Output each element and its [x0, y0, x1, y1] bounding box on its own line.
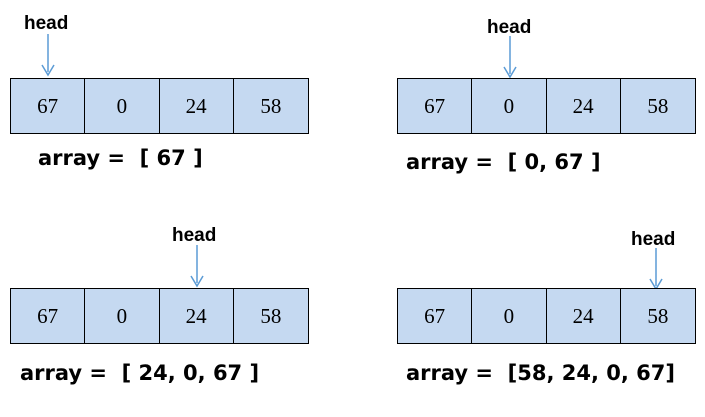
- head-label: head: [487, 17, 532, 38]
- array-cell: 67: [11, 289, 86, 343]
- array-cell: 24: [547, 289, 621, 343]
- array-cells: 67 0 24 58: [397, 288, 696, 344]
- array-cell: 67: [398, 289, 473, 343]
- array-cell: 24: [547, 79, 621, 133]
- array-caption: array = [ 24, 0, 67 ]: [20, 361, 260, 385]
- head-pointer-arrow-icon: [503, 36, 517, 79]
- head-pointer-arrow-icon: [41, 34, 55, 77]
- array-cell: 58: [647, 93, 669, 118]
- array-cell: 0: [472, 79, 547, 133]
- array-cell: 58: [260, 303, 282, 328]
- head-pointer-arrow-icon: [649, 248, 663, 291]
- head-label: head: [172, 225, 217, 246]
- array-caption: array = [ 67 ]: [38, 146, 203, 170]
- array-caption: array = [ 0, 67 ]: [406, 150, 601, 174]
- panel-3: head 67 0 24 58 array = [ 24, 0, 67 ]: [0, 0, 320, 384]
- head-label: head: [631, 229, 676, 250]
- array-cell: 24: [160, 289, 234, 343]
- array-cell: 58: [647, 303, 669, 328]
- head-pointer-arrow-icon: [190, 245, 204, 288]
- array-cell: 58: [260, 93, 282, 118]
- panel-4: head 67 0 24 58 array = [58, 24, 0, 67]: [0, 0, 696, 384]
- array-cell: 0: [85, 289, 160, 343]
- array-cells: 67 0 24 58: [397, 78, 696, 134]
- array-cells: 67 0 24 58: [10, 78, 309, 134]
- array-cell: 0: [85, 79, 160, 133]
- array-cell: 0: [472, 289, 547, 343]
- array-cell: 67: [398, 79, 473, 133]
- array-cells: 67 0 24 58: [10, 288, 309, 344]
- array-cell: 24: [160, 79, 234, 133]
- panel-1: head 67 0 24 58 array = [ 67 ]: [0, 0, 320, 180]
- panel-2: head 67 0 24 58 array = [ 0, 67 ]: [0, 0, 696, 180]
- array-caption: array = [58, 24, 0, 67]: [406, 361, 675, 385]
- array-cell: 67: [11, 79, 86, 133]
- head-label: head: [24, 13, 69, 34]
